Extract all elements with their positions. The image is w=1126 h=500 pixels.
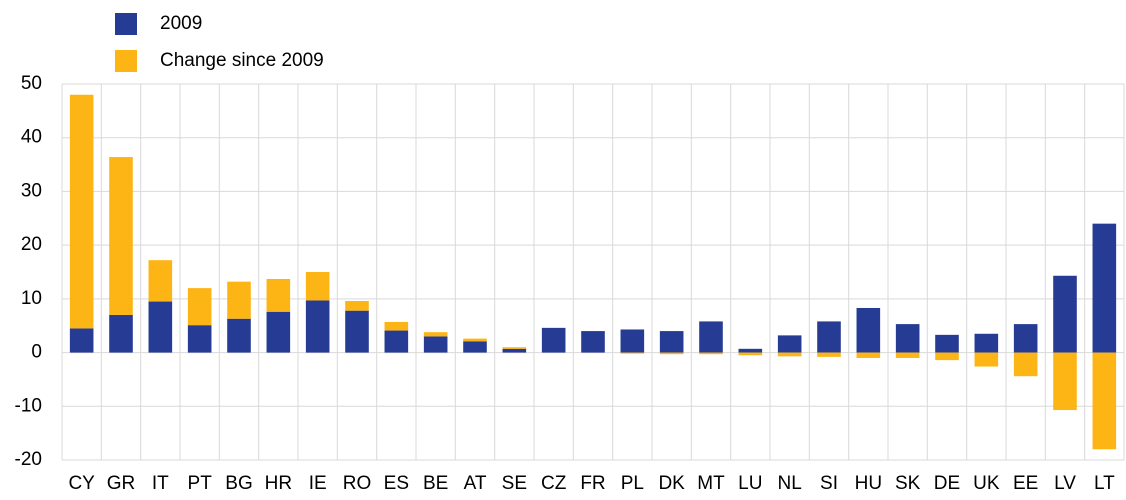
- bar: [502, 347, 527, 349]
- bar: [620, 329, 645, 353]
- bar: [699, 352, 723, 355]
- x-tick-label: DK: [658, 473, 685, 494]
- y-tick-label: 20: [21, 234, 42, 255]
- bar: [148, 301, 173, 353]
- y-tick-label: 40: [21, 127, 42, 148]
- bar: [1013, 324, 1038, 353]
- legend-swatch: [115, 13, 137, 35]
- x-tick-label: LT: [1094, 473, 1115, 494]
- legend-label: Change since 2009: [160, 50, 324, 71]
- x-tick-label: CZ: [541, 473, 567, 494]
- bar: [266, 311, 291, 353]
- bar: [1092, 352, 1117, 450]
- legend-swatch: [115, 50, 137, 72]
- x-tick-label: SE: [502, 473, 527, 494]
- bar: [109, 157, 133, 315]
- bar: [187, 288, 212, 326]
- x-tick-label: AT: [464, 473, 487, 494]
- x-tick-label: LV: [1054, 473, 1076, 494]
- bar: [581, 331, 605, 353]
- bar: [345, 310, 369, 353]
- y-tick-label: -20: [15, 449, 42, 470]
- bar: [227, 281, 251, 319]
- bar: [817, 352, 841, 357]
- x-tick-label: NL: [778, 473, 802, 494]
- x-tick-label: HR: [265, 473, 292, 494]
- x-tick-label: BE: [423, 473, 448, 494]
- bar: [935, 334, 959, 353]
- x-tick-label: HU: [855, 473, 882, 494]
- bar: [502, 348, 527, 353]
- x-tick-label: ES: [384, 473, 409, 494]
- bar: [1053, 275, 1077, 353]
- bar: [423, 336, 448, 353]
- bar: [109, 314, 133, 353]
- bar: [738, 348, 763, 353]
- x-tick-label: PT: [188, 473, 213, 494]
- bar: [1053, 352, 1077, 411]
- x-tick-label: FR: [580, 473, 605, 494]
- bar: [541, 327, 566, 353]
- bar: [620, 352, 645, 354]
- x-tick-label: MT: [697, 473, 725, 494]
- bar: [895, 352, 920, 358]
- x-tick-label: SK: [895, 473, 921, 494]
- x-tick-label: BG: [225, 473, 252, 494]
- bar: [935, 352, 959, 361]
- x-tick-label: GR: [107, 473, 136, 494]
- bar: [345, 301, 369, 311]
- bar: [305, 300, 330, 353]
- x-tick-label: LU: [738, 473, 762, 494]
- x-tick-label: PL: [621, 473, 644, 494]
- bar: [856, 307, 881, 353]
- x-tick-label: RO: [343, 473, 372, 494]
- bar: [69, 94, 94, 329]
- x-tick-label: SI: [820, 473, 838, 494]
- bar: [974, 333, 999, 353]
- bar: [463, 341, 487, 353]
- bar: [227, 318, 251, 353]
- bar: [1013, 352, 1038, 377]
- bar: [305, 272, 330, 301]
- x-tick-label: IE: [309, 473, 327, 494]
- bar: [974, 352, 999, 367]
- x-tick-label: EE: [1013, 473, 1038, 494]
- bar: [777, 335, 802, 353]
- bar: [659, 352, 684, 355]
- bar: [856, 352, 881, 358]
- bar: [895, 324, 920, 353]
- bar: [699, 321, 723, 353]
- bar: [148, 260, 173, 302]
- bar: [423, 332, 448, 337]
- x-tick-label: IT: [152, 473, 169, 494]
- x-tick-label: CY: [68, 473, 95, 494]
- bar: [69, 328, 94, 353]
- bar: [1092, 223, 1117, 353]
- x-tick-label: UK: [973, 473, 1000, 494]
- bar: [266, 278, 291, 312]
- bar: [659, 331, 684, 353]
- x-tick-label: DE: [934, 473, 960, 494]
- bar: [384, 330, 409, 353]
- y-tick-label: 0: [31, 342, 42, 363]
- bar: [777, 352, 802, 357]
- legend-label: 2009: [160, 13, 202, 34]
- bar: [384, 321, 409, 331]
- bar: [738, 352, 763, 356]
- y-tick-label: -10: [15, 395, 42, 416]
- y-tick-label: 30: [21, 180, 42, 201]
- bar: [463, 338, 487, 342]
- bar: [817, 321, 841, 353]
- y-tick-label: 50: [21, 73, 42, 94]
- y-tick-label: 10: [21, 288, 42, 309]
- bar: [187, 325, 212, 353]
